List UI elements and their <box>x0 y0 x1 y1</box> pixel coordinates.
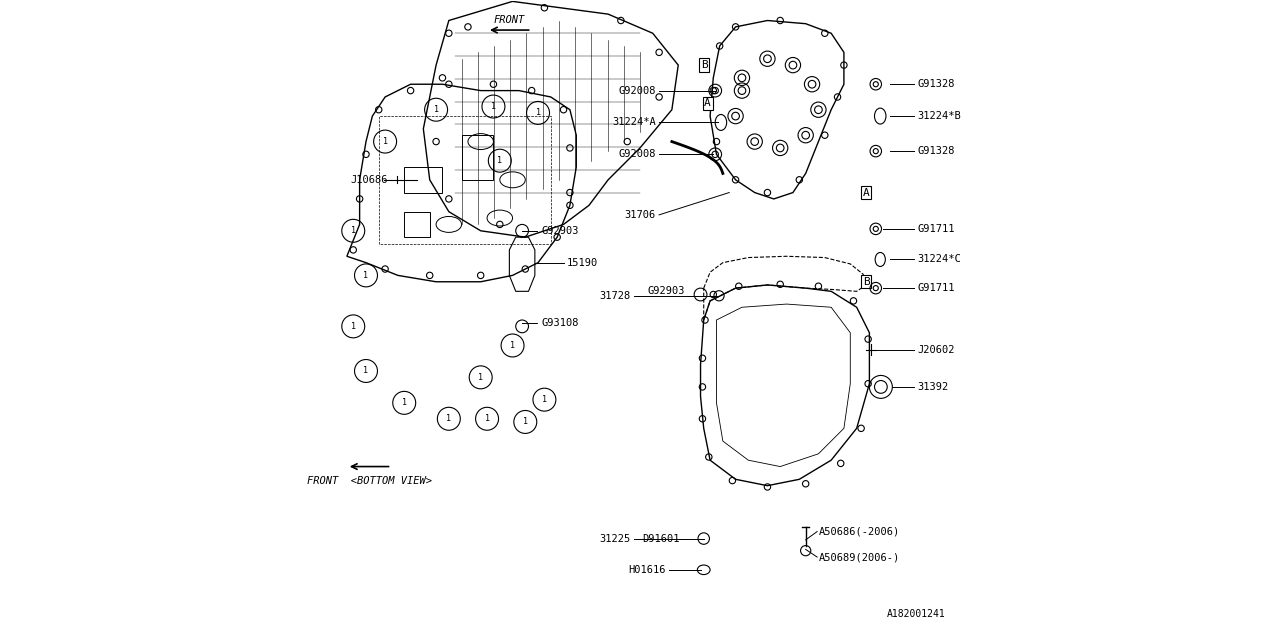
Text: 1: 1 <box>351 227 356 236</box>
Text: A182001241: A182001241 <box>887 609 946 620</box>
Text: G92903: G92903 <box>648 286 685 296</box>
Text: A: A <box>704 99 710 108</box>
Text: 1: 1 <box>447 414 452 423</box>
Text: G91328: G91328 <box>918 79 955 89</box>
Text: G92903: G92903 <box>541 226 579 236</box>
Text: 31225: 31225 <box>599 534 631 543</box>
Text: 1: 1 <box>479 373 483 382</box>
Text: 31224*B: 31224*B <box>918 111 961 121</box>
Text: 1: 1 <box>364 367 369 376</box>
Text: 31728: 31728 <box>599 291 631 301</box>
Text: G91328: G91328 <box>918 146 955 156</box>
Text: 1: 1 <box>351 322 356 331</box>
Text: B: B <box>701 60 708 70</box>
Bar <box>404 212 430 237</box>
Text: B: B <box>863 276 869 287</box>
Text: 1: 1 <box>509 341 515 350</box>
Text: 31706: 31706 <box>625 210 655 220</box>
Text: G91711: G91711 <box>918 224 955 234</box>
Text: A50689(2006-): A50689(2006-) <box>818 552 900 562</box>
Bar <box>404 167 443 193</box>
Text: A: A <box>863 188 869 198</box>
Text: 1: 1 <box>522 417 527 426</box>
Text: 31392: 31392 <box>918 382 948 392</box>
Text: D91601: D91601 <box>643 534 680 543</box>
Text: 1: 1 <box>485 414 489 423</box>
Text: G92008: G92008 <box>618 149 655 159</box>
Text: 1: 1 <box>402 398 407 407</box>
Text: 1: 1 <box>383 137 388 146</box>
Text: 1: 1 <box>434 105 439 114</box>
Text: 1: 1 <box>364 271 369 280</box>
Text: G93108: G93108 <box>541 318 579 328</box>
Text: 31224*A: 31224*A <box>612 118 655 127</box>
Text: FRONT: FRONT <box>494 15 525 25</box>
Text: H01616: H01616 <box>628 564 666 575</box>
Text: 1: 1 <box>535 108 540 117</box>
Text: G92008: G92008 <box>618 86 655 95</box>
Text: J10686: J10686 <box>351 175 388 185</box>
Text: FRONT  <BOTTOM VIEW>: FRONT <BOTTOM VIEW> <box>307 476 431 486</box>
Text: A50686(-2006): A50686(-2006) <box>818 527 900 536</box>
Text: G91711: G91711 <box>918 283 955 293</box>
Bar <box>462 135 493 180</box>
Text: J20602: J20602 <box>918 345 955 355</box>
Text: 1: 1 <box>541 395 547 404</box>
Text: 1: 1 <box>498 156 502 165</box>
Text: 1: 1 <box>492 102 495 111</box>
Text: 15190: 15190 <box>567 258 598 268</box>
Text: 31224*C: 31224*C <box>918 255 961 264</box>
